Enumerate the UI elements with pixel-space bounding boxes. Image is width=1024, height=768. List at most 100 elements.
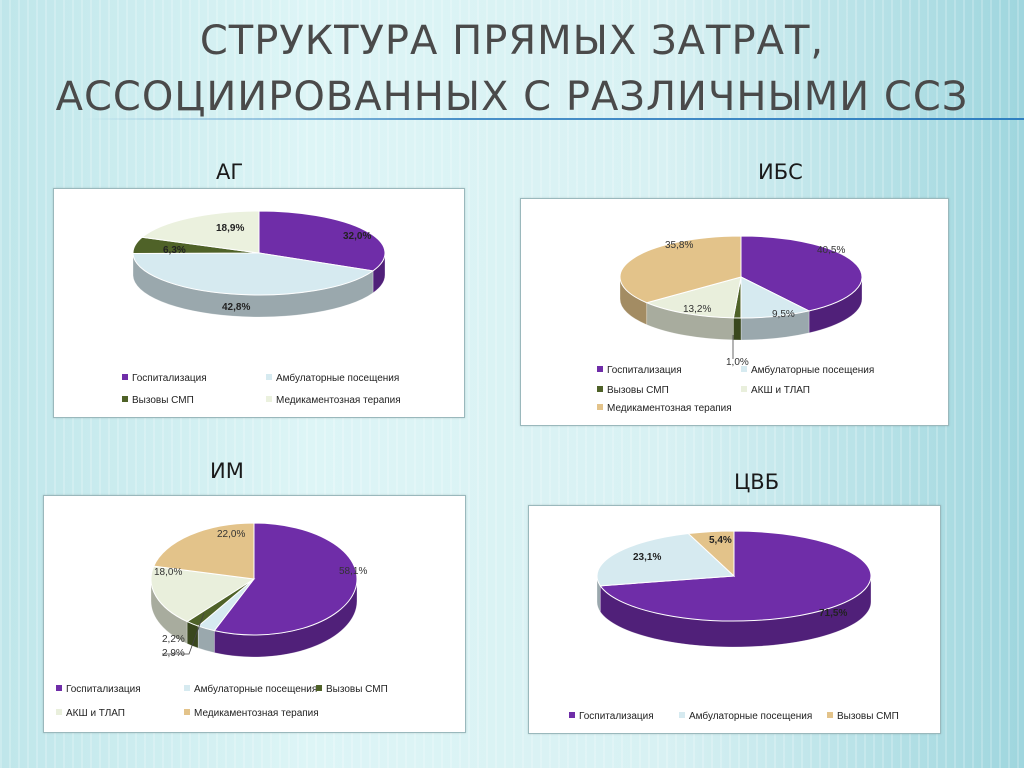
legend-item-1-2: Вызовы СМП [597,385,669,396]
legend-text-2-3: АКШ и ТЛАП [66,708,125,719]
pie-slice-3-1 [596,533,736,587]
legend-swatch-3-2 [827,712,833,718]
legend-text-1-0: Госпитализация [607,365,682,376]
legend-swatch-1-0 [597,366,603,372]
pie-slice-2-0 [213,522,358,636]
legend-text-0-1: Амбулаторные посещения [276,373,400,384]
pie-slice-1-3 [645,276,742,319]
chart-label-cvb: ЦВБ [734,470,780,494]
legend-3: Госпитализация Амбулаторные посещения Вызо… [529,506,940,733]
slide-title-line2: АССОЦИИРОВАННЫХ С РАЗЛИЧНЫМИ ССЗ [55,74,969,120]
chart-label-ibs: ИБС [758,160,803,184]
legend-item-0-3: Медикаментозная терапия [266,395,401,406]
data-label-0-2: 6,3% [163,245,186,256]
legend-item-2-4: Медикаментозная терапия [184,708,319,719]
data-label-1-3: 13,2% [683,304,711,315]
legend-item-3-2: Вызовы СМП [827,711,899,722]
chart-panel-ag: 32,0% 42,8% 6,3% 18,9% Госпитализация Амбулат… [53,188,465,418]
data-label-2-1: 2,9% [162,648,185,659]
legend-swatch-2-0 [56,685,62,691]
data-label-0-1: 42,8% [222,302,250,313]
data-label-2-4: 22,0% [217,529,245,540]
legend-item-1-4: Медикаментозная терапия [597,403,732,414]
chart-panel-cvb: 71,5% 23,1% 5,4% Госпитализация Амбулаторные… [528,505,941,734]
legend-swatch-3-0 [569,712,575,718]
data-label-0-3: 18,9% [216,223,244,234]
legend-swatch-0-0 [122,374,128,380]
legend-text-1-1: Амбулаторные посещения [751,365,875,376]
legend-item-2-1: Амбулаторные посещения [184,684,317,695]
data-label-3-0: 71,5% [819,608,847,619]
data-label-2-2: 2,2% [162,634,185,645]
legend-item-3-0: Госпитализация [569,711,654,722]
data-label-0-0: 32,0% [343,231,371,242]
legend-item-3-1: Амбулаторные посещения [679,711,812,722]
legend-0: Госпитализация Амбулаторные посещения Вызо… [54,189,464,417]
data-label-1-0: 40,5% [817,245,845,256]
legend-text-2-4: Медикаментозная терапия [194,708,319,719]
legend-text-3-1: Амбулаторные посещения [689,711,813,722]
chart-panel-im: 58,1% 2,9% 2,2% 18,0% 22,0% Госпитализация Амб… [43,495,466,733]
legend-swatch-2-1 [184,685,190,691]
pie-slice-1-4 [619,235,742,304]
legend-text-2-2: Вызовы СМП [326,684,388,695]
pie-svg-0: 32,0% 42,8% 6,3% 18,9% [132,210,386,318]
legend-swatch-2-4 [184,709,190,715]
legend-text-2-1: Амбулаторные посещения [194,684,318,695]
data-label-3-1: 23,1% [633,552,661,563]
data-label-3-2: 5,4% [709,535,732,546]
chart-label-im: ИМ [210,459,244,483]
legend-swatch-1-1 [741,366,747,372]
legend-text-1-4: Медикаментозная терапия [607,403,732,414]
legend-swatch-3-1 [679,712,685,718]
legend-item-1-0: Госпитализация [597,365,682,376]
legend-swatch-1-2 [597,386,603,392]
legend-text-3-0: Госпитализация [579,711,654,722]
pie-slice-2-3 [150,565,256,623]
title-underline [84,118,1024,120]
legend-text-0-0: Госпитализация [132,373,207,384]
pie-slice-2-4 [153,522,255,580]
legend-swatch-1-4 [597,404,603,410]
legend-text-0-3: Медикаментозная терапия [276,395,401,406]
pie-slice-3-0 [599,530,872,622]
legend-item-2-2: Вызовы СМП [316,684,388,695]
pie-svg-2: 58,1% 2,9% 2,2% 18,0% 22,0% [150,522,367,659]
chart-label-ag: АГ [216,160,244,184]
legend-text-1-3: АКШ и ТЛАП [751,385,810,396]
chart-panel-ibs: 40,5% 9,5% 1,0% 13,2% 35,8% Госпитализация Амб… [520,198,949,426]
pie-slice-0-3 [140,210,260,254]
leader-line-2 [162,612,205,655]
pie-slice-3-2 [687,530,735,578]
legend-item-0-1: Амбулаторные посещения [266,373,399,384]
data-label-1-4: 35,8% [665,240,693,251]
legend-1: Госпитализация Амбулаторные посещения Вызо… [521,199,948,425]
legend-item-1-1: Амбулаторные посещения [741,365,874,376]
legend-text-1-2: Вызовы СМП [607,385,669,396]
legend-item-2-3: АКШ и ТЛАП [56,708,125,719]
legend-swatch-2-2 [316,685,322,691]
legend-swatch-0-1 [266,374,272,380]
pie-svg-3: 71,5% 23,1% 5,4% [596,530,872,648]
data-label-2-3: 18,0% [154,567,182,578]
legend-text-3-2: Вызовы СМП [837,711,899,722]
pie-svg-1: 40,5% 9,5% 1,0% 13,2% 35,8% [619,235,863,368]
legend-swatch-1-3 [741,386,747,392]
legend-text-2-0: Госпитализация [66,684,141,695]
pie-slice-1-0 [740,235,863,312]
legend-item-1-3: АКШ и ТЛАП [741,385,810,396]
legend-2: Госпитализация Амбулаторные посещения Вызо… [44,496,465,732]
legend-item-0-0: Госпитализация [122,373,207,384]
data-label-1-1: 9,5% [772,309,795,320]
legend-swatch-0-3 [266,396,272,402]
legend-swatch-0-2 [122,396,128,402]
data-label-1-2: 1,0% [726,357,749,368]
pie-slice-0-1 [132,252,375,296]
slide-title-line1: СТРУКТУРА ПРЯМЫХ ЗАТРАТ, [199,18,825,64]
legend-text-0-2: Вызовы СМП [132,395,194,406]
legend-swatch-2-3 [56,709,62,715]
data-label-2-0: 58,1% [339,566,367,577]
legend-item-0-2: Вызовы СМП [122,395,194,406]
legend-item-2-0: Госпитализация [56,684,141,695]
pie-slice-0-0 [258,210,386,272]
